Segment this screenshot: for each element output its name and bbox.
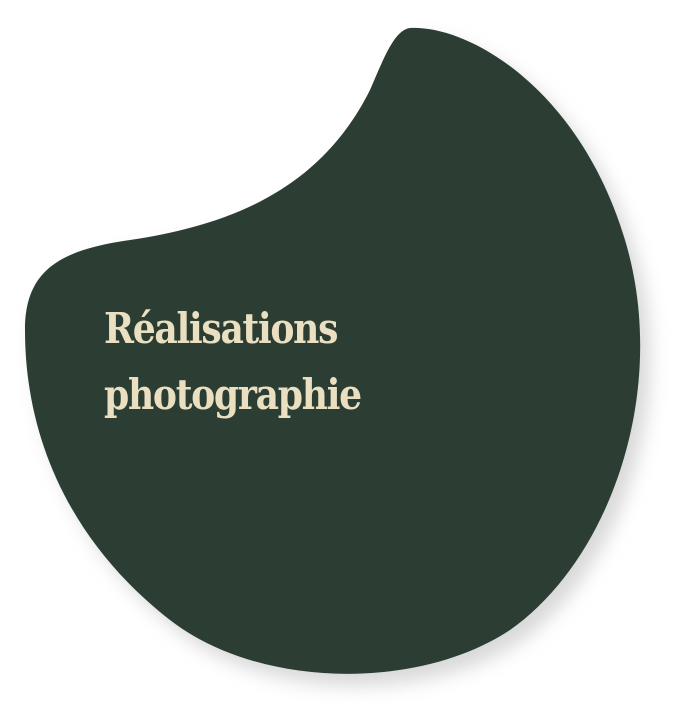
title-line-2: photographie [104, 370, 362, 419]
title-line-1: Réalisations [104, 304, 338, 353]
card-title[interactable]: Réalisations photographie [104, 296, 362, 428]
blob [25, 27, 641, 674]
